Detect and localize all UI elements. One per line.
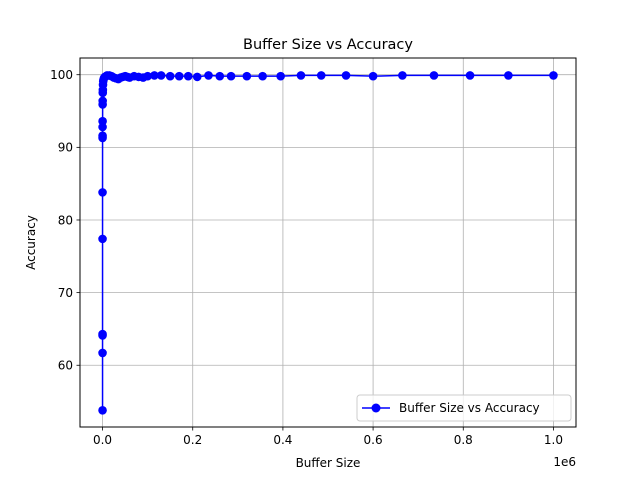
series-layer: [98, 71, 558, 415]
y-tick-label: 60: [58, 359, 73, 373]
data-point: [98, 96, 107, 106]
plot-frame: [79, 57, 577, 428]
y-tick-label: 80: [58, 213, 73, 227]
legend-box: [356, 394, 572, 422]
x-axis-offset-label: 1e6: [553, 455, 576, 469]
x-tick-label: 0.8: [454, 433, 473, 447]
data-point: [226, 71, 236, 81]
data-point: [192, 72, 202, 82]
data-point: [143, 71, 152, 81]
data-point: [242, 71, 252, 81]
data-point: [215, 71, 225, 81]
data-point: [258, 71, 267, 81]
chart-title: Buffer Size vs Accuracy: [243, 37, 413, 53]
data-point: [98, 348, 107, 358]
data-point: [98, 116, 107, 126]
y-tick-label: 100: [50, 68, 73, 82]
data-point: [341, 71, 351, 80]
y-axis: 60 70 80 90 100: [50, 68, 80, 373]
x-tick-label: 0.6: [364, 433, 383, 447]
x-tick-label: 0.0: [93, 433, 112, 447]
data-point: [316, 71, 326, 80]
data-point: [204, 71, 213, 80]
data-point: [429, 71, 439, 80]
data-point: [174, 71, 184, 81]
x-axis: 0.0 0.2 0.4 0.6 0.8 1.0: [93, 427, 563, 447]
data-point: [150, 71, 159, 80]
data-point: [98, 329, 107, 339]
y-tick-label: 70: [58, 286, 73, 300]
y-axis-label: Accuracy: [24, 215, 38, 270]
data-point: [165, 71, 175, 81]
data-point: [549, 71, 558, 80]
data-point: [98, 405, 107, 415]
x-tick-label: 0.4: [273, 433, 292, 447]
data-point: [398, 71, 407, 80]
x-tick-label: 0.2: [183, 433, 202, 447]
data-point: [98, 188, 107, 197]
data-point: [504, 71, 513, 80]
data-point: [276, 71, 285, 81]
y-tick-label: 90: [58, 141, 73, 155]
legend: Buffer Size vs Accuracy: [356, 394, 572, 422]
legend-label: Buffer Size vs Accuracy: [399, 401, 540, 415]
data-point: [368, 71, 378, 81]
data-point: [98, 131, 107, 141]
x-tick-label: 1.0: [544, 433, 563, 447]
x-axis-label: Buffer Size: [296, 456, 361, 470]
data-point: [296, 71, 306, 80]
data-point: [98, 234, 107, 244]
data-point: [465, 71, 475, 80]
legend-marker-icon: [371, 403, 381, 413]
data-point: [183, 71, 193, 81]
data-point: [156, 71, 166, 80]
